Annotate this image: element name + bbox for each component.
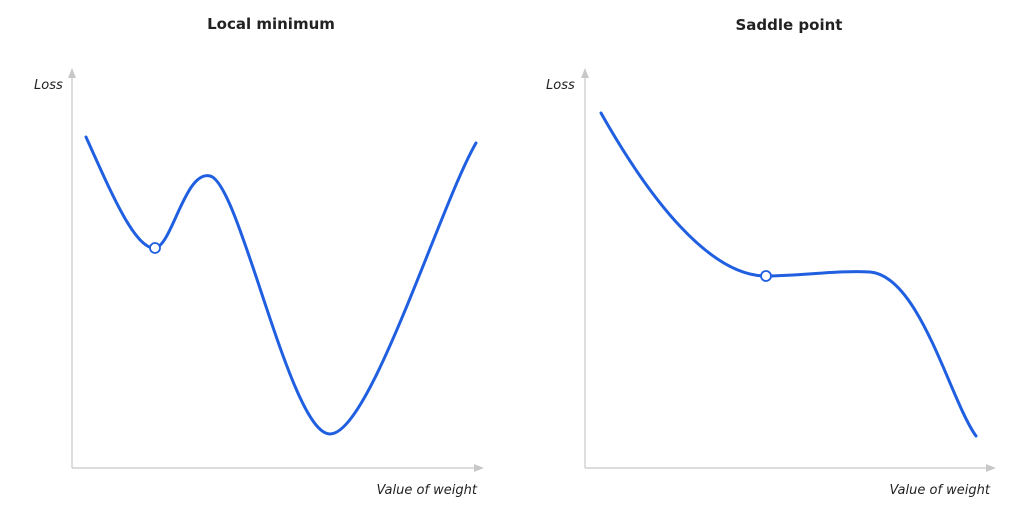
- y-axis-label: Loss: [34, 78, 63, 93]
- axis-arrow: [474, 464, 484, 472]
- axis-arrow: [68, 68, 76, 78]
- panel: Local minimum Loss Value of weight: [34, 15, 484, 498]
- axis-arrow: [986, 464, 996, 472]
- axis-arrow: [581, 68, 589, 78]
- panel: Saddle point Loss Value of weight: [546, 16, 996, 498]
- saddle-point: [760, 270, 772, 282]
- x-axis-label: Value of weight: [889, 483, 990, 498]
- panel-title: Saddle point: [736, 16, 843, 34]
- loss-curve: [599, 111, 978, 438]
- x-axis-label: Value of weight: [376, 483, 477, 498]
- y-axis-label: Loss: [546, 78, 575, 93]
- local-minimum-point: [149, 242, 161, 254]
- panel-title: Local minimum: [207, 15, 335, 33]
- loss-curve: [84, 135, 478, 436]
